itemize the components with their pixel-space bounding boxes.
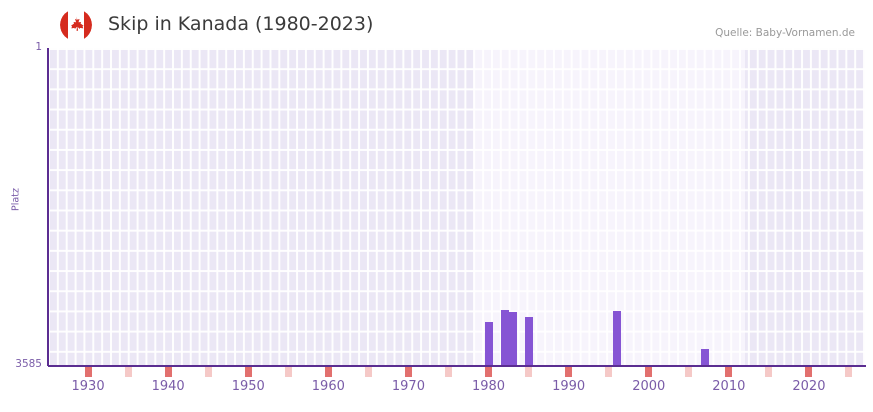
x-tick-major	[84, 367, 92, 377]
chart-bar[interactable]	[508, 311, 517, 365]
x-tick-minor	[845, 367, 853, 377]
page-title: Skip in Kanada (1980-2023)	[108, 13, 374, 35]
chart-bar[interactable]	[612, 310, 621, 365]
chart-plot-area	[48, 48, 865, 365]
x-tick-label: 1990	[552, 379, 586, 394]
x-tick-label: 1930	[71, 379, 105, 394]
x-tick-minor	[124, 367, 132, 377]
x-tick-label: 1960	[311, 379, 345, 394]
canada-flag-icon	[60, 9, 92, 41]
chart-bar[interactable]	[700, 348, 709, 365]
x-tick-major	[324, 367, 332, 377]
chart-bar[interactable]	[484, 322, 493, 365]
x-tick-minor	[364, 367, 372, 377]
grid-lines	[48, 48, 865, 365]
x-tick-minor	[284, 367, 292, 377]
x-tick-minor	[204, 367, 212, 377]
y-axis-line	[47, 48, 49, 366]
source-attribution: Quelle: Baby-Vornamen.de	[715, 27, 855, 39]
y-axis-bottom-label: 3585	[15, 358, 42, 370]
x-tick-major	[805, 367, 813, 377]
x-tick-minor	[444, 367, 452, 377]
x-tick-major	[244, 367, 252, 377]
x-tick-minor	[765, 367, 773, 377]
x-tick-major	[485, 367, 493, 377]
x-tick-label: 1970	[391, 379, 425, 394]
x-tick-minor	[605, 367, 613, 377]
chart-bar[interactable]	[524, 316, 533, 365]
x-tick-major	[565, 367, 573, 377]
x-tick-major	[725, 367, 733, 377]
x-tick-label: 1980	[471, 379, 506, 394]
x-axis-line	[48, 365, 866, 367]
x-tick-label: 2020	[792, 379, 826, 394]
x-tick-minor	[525, 367, 533, 377]
chart-header: Skip in Kanada (1980-2023) Quelle: Baby-…	[0, 0, 873, 48]
x-tick-label: 1940	[151, 379, 185, 394]
x-tick-minor	[685, 367, 693, 377]
x-tick-label: 2000	[632, 379, 666, 394]
y-axis-top-label: 1	[35, 41, 42, 53]
x-tick-major	[404, 367, 412, 377]
chart-bar[interactable]	[500, 309, 509, 365]
x-tick-major	[164, 367, 172, 377]
x-tick-major	[645, 367, 653, 377]
x-tick-label: 2010	[712, 379, 746, 394]
y-axis-title: Platz	[10, 188, 22, 211]
x-tick-label: 1950	[231, 379, 265, 394]
